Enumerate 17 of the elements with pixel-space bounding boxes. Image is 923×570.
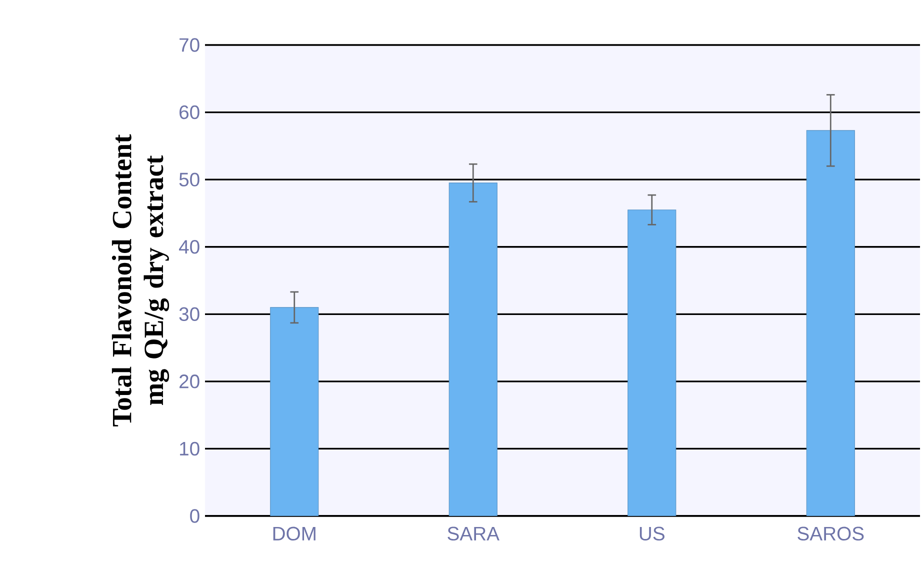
y-tick-label: 30 (179, 307, 200, 322)
y-tick-label: 0 (190, 509, 200, 523)
bar (806, 130, 855, 516)
bar (270, 307, 319, 516)
x-tick-label: SAROS (798, 526, 864, 541)
y-tick-label: 70 (180, 38, 200, 52)
x-tick-label: DOM (273, 526, 316, 541)
y-tick-label: 60 (180, 105, 200, 120)
y-tick-label: 50 (179, 172, 200, 186)
y-tick-label: 20 (180, 374, 200, 388)
x-tick-label: US (640, 526, 664, 541)
x-tick-label: SARA (448, 526, 500, 541)
y-tick-label: 10 (180, 442, 200, 456)
bar (628, 210, 676, 516)
y-axis-title: Total Flavonoid Content mg QE/g dry extract (112, 134, 170, 426)
bar (448, 182, 498, 516)
y-tick-label: 40 (179, 240, 200, 254)
